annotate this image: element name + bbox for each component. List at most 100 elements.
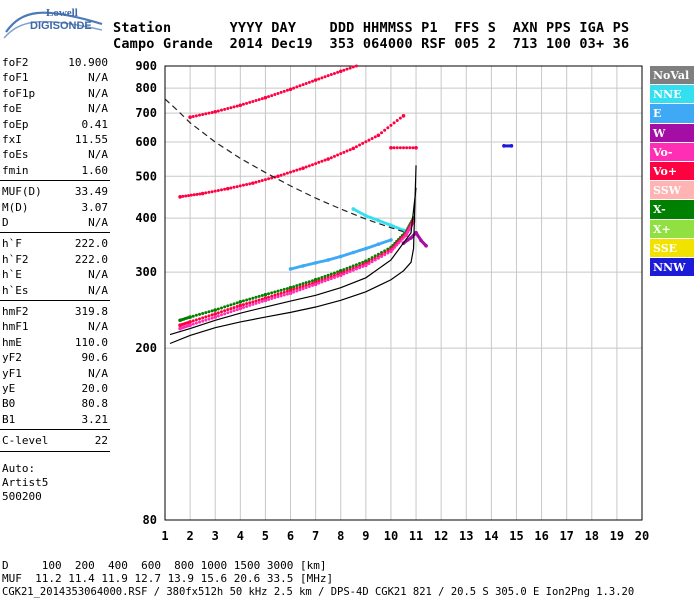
data-point [194,321,198,325]
legend-item-x-: X+ [650,219,694,239]
data-point [235,301,239,305]
param-row-ye: yE 20.0 [2,382,108,396]
data-point [225,186,230,191]
param-name: MUF(D) [2,185,42,199]
data-point [282,293,286,297]
data-point [326,157,330,161]
data-point [348,148,352,152]
data-point [241,303,245,307]
param-row-hmf1: hmF1 N/A [2,320,108,334]
param-name: yF2 [2,351,22,365]
param-value: 3.07 [81,200,109,214]
data-point [307,280,311,284]
param-name: hmF1 [2,320,29,334]
param-row-foes: foEs N/A [2,148,108,162]
data-point [251,302,255,306]
data-point [285,289,289,293]
data-point [307,285,311,289]
data-point [207,310,211,314]
data-point [257,300,261,304]
param-row-hf2: h`F2 222.0 [2,253,108,267]
param-separator [0,300,110,301]
data-point [276,295,280,299]
data-point [289,170,293,174]
data-point [342,268,346,272]
data-point [229,303,233,307]
data-point [192,193,196,197]
auto-version: 500200 [2,489,42,503]
data-point [307,80,311,84]
data-point [216,311,220,315]
data-point [279,288,283,292]
data-point [424,244,428,248]
data-point [336,70,340,74]
legend-item-nnw: NNW [650,257,694,278]
data-point [270,94,274,98]
data-point [361,260,365,264]
digisonde-logo: Lowell DIGISONDE [3,7,103,39]
data-point [260,297,264,301]
x-tick-label: 12 [434,529,448,543]
data-point [210,316,214,320]
param-row-foe: foE N/A [2,102,108,116]
data-point [313,282,318,287]
param-row-fof1p: foF1p N/A [2,87,108,101]
data-point [201,319,205,323]
data-point [245,101,249,105]
x-tick-label: 5 [262,529,269,543]
data-point [354,267,358,271]
data-point [392,121,396,125]
data-point [276,174,280,179]
data-point [232,105,236,109]
footer-distance-row: D 100 200 400 600 800 1000 1500 3000 [km… [2,559,327,572]
legend-item-sse: SSE [650,238,694,258]
data-point [194,313,198,317]
data-point [348,269,352,273]
data-point [317,277,321,281]
data-point [361,265,365,269]
data-point [345,271,349,275]
y-tick-label: 700 [135,106,157,120]
data-point [310,283,314,287]
param-name: B0 [2,397,16,411]
param-row-hf: h`F 222.0 [2,237,108,251]
data-point [310,279,314,283]
data-point [398,239,402,243]
data-point [304,283,308,287]
data-point [187,194,191,198]
data-point [245,304,249,308]
data-point [188,323,192,328]
legend-item-vo-: Vo- [650,142,694,162]
data-point [391,247,395,251]
data-point [282,89,286,93]
data-point [389,238,393,242]
data-point [251,181,255,185]
data-point [351,65,355,69]
data-point [232,306,236,310]
data-point [307,164,311,168]
data-point [310,163,314,167]
series-vo- [188,64,358,120]
data-point [292,285,296,289]
x-tick-label: 15 [509,529,523,543]
data-point [358,262,362,266]
data-point [216,188,220,192]
data-point [292,86,296,90]
data-point [273,296,277,300]
data-point [383,249,387,253]
data-point [178,195,182,199]
data-point [245,298,249,302]
data-point [336,270,340,274]
data-point [373,135,377,139]
data-point [288,291,293,296]
data-point [348,66,352,70]
data-point [279,173,283,177]
data-point [232,309,236,313]
data-point [398,116,402,120]
x-tick-label: 4 [237,529,244,543]
y-tick-label: 80 [143,513,157,527]
data-point [323,279,327,283]
data-point [405,146,409,150]
data-point [376,252,380,256]
